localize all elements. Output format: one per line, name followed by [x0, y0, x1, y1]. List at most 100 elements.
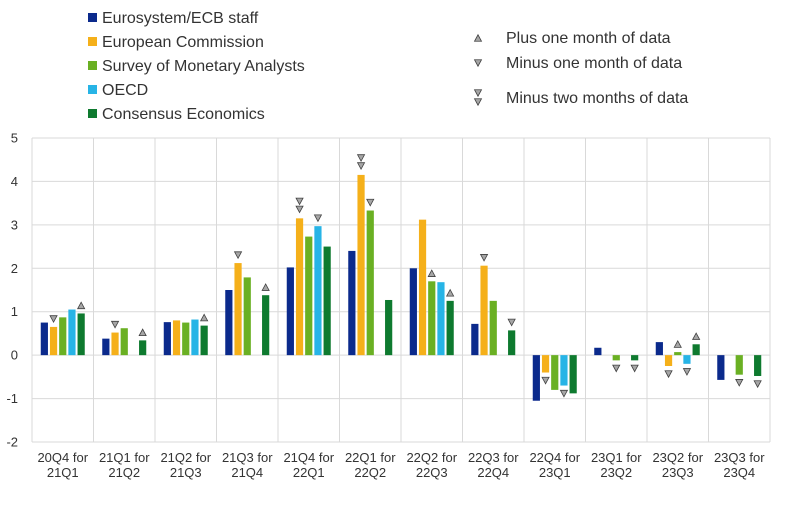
legend: Eurosystem/ECB staff European Commission S… [88, 10, 305, 123]
minus-one-marker [559, 389, 569, 398]
bar [139, 340, 147, 356]
bar [40, 322, 48, 356]
bar [163, 322, 171, 356]
minus-two-marker [295, 205, 304, 214]
minus-one-marker [479, 254, 489, 262]
y-tick-label: 3 [11, 217, 18, 232]
bar [683, 355, 691, 364]
bar [234, 263, 242, 356]
bar [348, 250, 356, 356]
bar [111, 332, 119, 356]
legend-swatch [88, 13, 97, 22]
minus-two-marker [356, 154, 366, 163]
marker-legend-label: Plus one month of data [506, 30, 671, 47]
minus-one-marker [630, 364, 639, 373]
legend-label: Eurosystem/ECB staff [102, 10, 259, 27]
minus-one-marker [735, 379, 744, 387]
x-tick-label: 23Q2 [600, 465, 632, 480]
legend-label: OECD [102, 82, 148, 99]
plus-one-marker [427, 269, 436, 277]
y-axis: -2 -1 0 1 2 3 4 5 [6, 131, 18, 450]
legend-swatch [88, 85, 97, 94]
y-tick-label: 5 [11, 131, 18, 146]
bar [77, 313, 85, 356]
bar [594, 347, 602, 356]
x-tick-label: 21Q4 [231, 465, 263, 480]
x-tick-label: 22Q1 for [345, 450, 396, 465]
minus-one-marker [233, 251, 243, 260]
bar [754, 355, 762, 376]
minus-one-marker [682, 368, 692, 376]
bar [471, 323, 479, 356]
x-tick-label: 21Q1 [47, 465, 79, 480]
minus-one-marker [541, 376, 550, 385]
x-tick-label: 22Q2 [354, 465, 386, 480]
x-tick-label: 23Q2 for [652, 450, 703, 465]
bar [200, 325, 208, 356]
minus-one-marker [753, 380, 762, 389]
plus-one-marker [261, 283, 270, 291]
plus-one-marker [199, 313, 209, 322]
minus-one-marker [664, 370, 673, 379]
bar [120, 328, 128, 356]
marker-legend-label: Minus two months of data [506, 90, 688, 107]
bar [225, 290, 233, 356]
x-tick-label: 23Q3 [662, 465, 694, 480]
bar [59, 317, 67, 356]
minus-one-marker [313, 214, 323, 223]
minus-two-marker [295, 197, 304, 206]
bar [551, 355, 559, 390]
bar [418, 219, 427, 356]
x-tick-label: 22Q2 for [406, 450, 457, 465]
x-tick-label: 22Q3 for [468, 450, 519, 465]
bar [191, 319, 199, 356]
bar [674, 352, 682, 356]
legend-swatch [88, 37, 97, 46]
bar [692, 344, 700, 356]
y-tick-label: 0 [11, 348, 18, 363]
bar [612, 355, 620, 361]
x-tick-label: 21Q3 [170, 465, 202, 480]
minus-one-legend-icon [473, 59, 483, 68]
bar [717, 355, 725, 380]
bar [631, 355, 639, 361]
bar [664, 355, 673, 366]
bar [243, 277, 251, 356]
bar [569, 355, 577, 394]
minus-one-marker [49, 315, 58, 324]
bar [428, 281, 436, 356]
legend-swatch [88, 109, 97, 118]
marker-legend: Plus one month of data Minus one month of… [473, 30, 688, 107]
bar [172, 320, 181, 356]
x-tick-label: 23Q1 for [591, 450, 642, 465]
legend-label: Survey of Monetary Analysts [102, 58, 305, 75]
x-tick-label: 22Q3 [416, 465, 448, 480]
bar [68, 309, 76, 356]
bar [480, 265, 488, 356]
bar [560, 355, 568, 386]
minus-two-legend-icon [473, 98, 483, 107]
minus-two-marker [356, 162, 366, 171]
y-tick-label: 1 [11, 304, 18, 319]
bar [385, 299, 393, 356]
x-tick-label: 22Q1 [293, 465, 325, 480]
bar [508, 330, 516, 356]
plus-one-legend-icon [473, 33, 483, 42]
minus-one-marker [612, 364, 621, 373]
x-tick-label: 21Q3 for [222, 450, 273, 465]
x-tick-label: 21Q2 for [160, 450, 211, 465]
x-tick-label: 22Q4 for [529, 450, 580, 465]
bar [532, 355, 540, 401]
bar [305, 236, 313, 356]
bar [262, 295, 270, 356]
chart-bars [40, 174, 762, 401]
bar [409, 268, 417, 356]
x-tick-label: 21Q4 for [283, 450, 334, 465]
bar [489, 300, 497, 356]
bar [49, 326, 58, 356]
plus-one-marker [76, 301, 86, 310]
bar [357, 174, 365, 356]
x-tick-label: 20Q4 for [37, 450, 88, 465]
